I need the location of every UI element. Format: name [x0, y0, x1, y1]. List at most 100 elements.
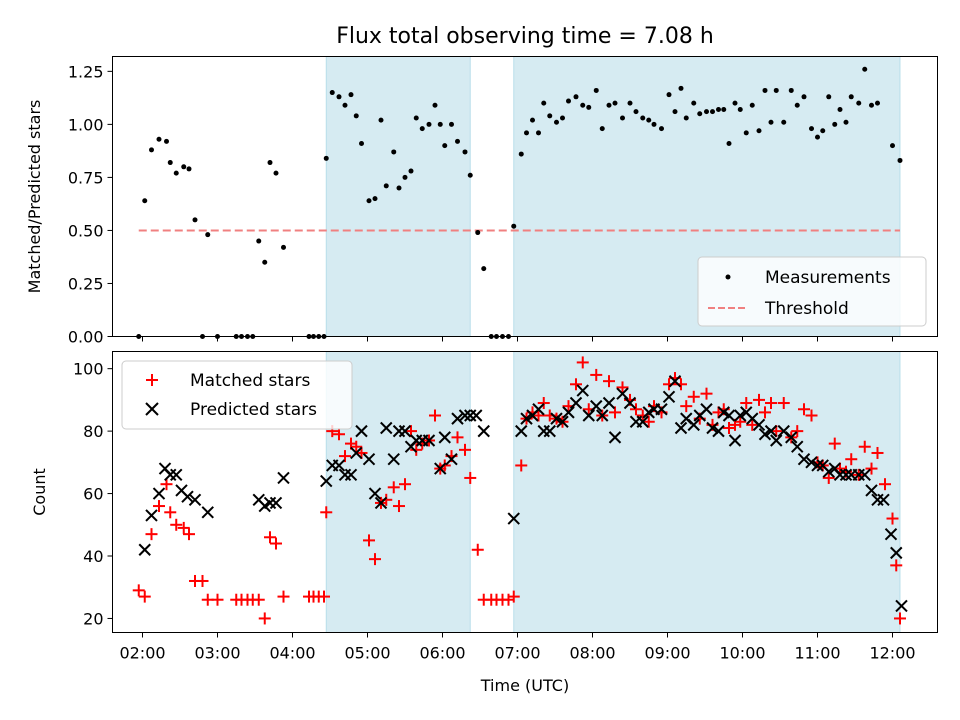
predicted-stars-point	[877, 493, 890, 507]
predicted-stars-point	[520, 412, 533, 425]
bottom-count-points	[132, 356, 908, 625]
matched-stars-point	[753, 393, 765, 406]
predicted-stars-point	[668, 374, 682, 388]
matched-stars-point	[380, 493, 393, 506]
predicted-stars-point	[569, 396, 583, 410]
bottom-panel: 20 40 60 80 100 02:00 03:00 04:00 05:00 06:00 07:…	[30, 351, 938, 695]
y-tick-label: 0.75	[68, 168, 104, 187]
predicted-stars-point	[674, 421, 688, 435]
measurement-point	[432, 102, 438, 108]
matched-stars-point	[865, 462, 878, 475]
matched-stars-point	[464, 471, 477, 484]
predicted-stars-point	[590, 399, 603, 413]
top-y-axis-label: Matched/Predicted stars	[25, 100, 44, 294]
bottom-axes-frame	[112, 351, 938, 633]
matched-stars-point	[277, 590, 290, 603]
measurement-point	[710, 109, 715, 115]
predicted-stars-point	[532, 403, 545, 416]
predicted-stars-point	[582, 409, 595, 422]
bottom-x-axis-ticks: 02:00 03:00 04:00 05:00 06:00 07:00 08:00 09:00…	[119, 632, 916, 663]
measurement-point	[737, 107, 743, 113]
measurement-point	[475, 230, 481, 236]
measurement-point	[402, 174, 408, 180]
measurement-point	[366, 198, 372, 204]
matched-stars-point	[160, 478, 173, 491]
measurement-point	[897, 157, 903, 163]
measurement-point	[541, 100, 547, 106]
measurement-point	[837, 107, 843, 113]
bottom-shaded-regions	[325, 351, 901, 633]
x-tick-label: 07:00	[494, 644, 540, 663]
measurement-point	[573, 94, 579, 100]
predicted-stars-point	[734, 409, 747, 422]
bottom-x-axis-label: Time (UTC)	[480, 676, 569, 695]
measurement-point	[627, 100, 633, 106]
predicted-stars-point	[138, 543, 151, 556]
measurement-point	[372, 196, 378, 202]
measurement-point	[869, 102, 874, 108]
measurement-point	[186, 166, 192, 172]
y-tick-label: 1.25	[68, 62, 104, 81]
top-panel: 0.00 0.25 0.50 0.75 1.00 1.25 Matched/Predict…	[25, 56, 938, 347]
measurement-point	[164, 138, 169, 144]
predicted-stars-point	[706, 421, 719, 435]
x-tick-label: 12:00	[869, 644, 915, 663]
matched-stars-point	[318, 590, 330, 603]
measurement-point	[815, 134, 820, 140]
matched-stars-point	[258, 612, 271, 625]
measurement-point	[267, 160, 273, 166]
predicted-stars-point	[145, 509, 158, 522]
predicted-stars-point	[858, 468, 871, 482]
y-tick-label: 0.50	[68, 221, 104, 240]
measurement-point	[678, 85, 684, 91]
matched-stars-point	[879, 478, 891, 491]
measurement-point	[773, 87, 779, 93]
measurement-point	[536, 130, 541, 136]
top-axes-frame	[112, 56, 938, 337]
matched-stars-point	[845, 453, 858, 466]
predicted-stars-point	[636, 415, 649, 428]
matched-stars-point	[196, 574, 209, 587]
predicted-stars-point	[764, 424, 778, 438]
measurement-point	[832, 121, 838, 127]
predicted-stars-point	[785, 431, 798, 444]
matched-stars-point	[170, 518, 183, 531]
y-tick-label: 0.00	[68, 328, 104, 347]
matched-stars-point	[680, 400, 693, 413]
matched-stars-point	[264, 531, 276, 544]
matched-stars-point	[333, 428, 345, 441]
matched-stars-point	[537, 397, 550, 410]
measurement-point	[620, 115, 625, 121]
predicted-stars-point	[687, 418, 700, 432]
predicted-stars-point	[890, 546, 903, 560]
measurement-point	[408, 168, 414, 174]
matched-stars-point	[429, 409, 441, 422]
measurement-point	[875, 100, 880, 106]
measurement-point	[336, 94, 342, 100]
predicted-stars-point	[596, 409, 609, 422]
predicted-stars-point	[791, 440, 804, 453]
measurement-point	[651, 121, 657, 127]
predicted-stars-point	[387, 453, 400, 466]
matched-stars-point	[177, 521, 190, 534]
measurement-point	[353, 113, 359, 119]
matched-stars-point	[576, 356, 589, 369]
measurement-point	[612, 100, 618, 106]
matched-stars-point	[153, 500, 165, 513]
bottom-y-axis-label: Count	[30, 468, 49, 516]
predicted-stars-point	[451, 412, 464, 425]
measurement-point	[704, 109, 709, 115]
predicted-stars-point	[884, 527, 898, 541]
chart-title: Flux total observing time = 7.08 h	[336, 24, 714, 49]
x-tick-label: 03:00	[194, 644, 240, 663]
predicted-stars-point	[839, 468, 853, 482]
predicted-stars-point	[188, 493, 202, 507]
measurement-point	[716, 107, 721, 113]
matched-stars-point	[270, 537, 282, 550]
matched-stars-point	[459, 443, 471, 456]
measurement-point	[323, 155, 329, 161]
y-tick-label: 1.00	[68, 115, 104, 134]
legend-matched-label: Matched stars	[190, 371, 310, 391]
measurement-point	[511, 223, 517, 229]
matched-stars-point	[350, 440, 363, 453]
